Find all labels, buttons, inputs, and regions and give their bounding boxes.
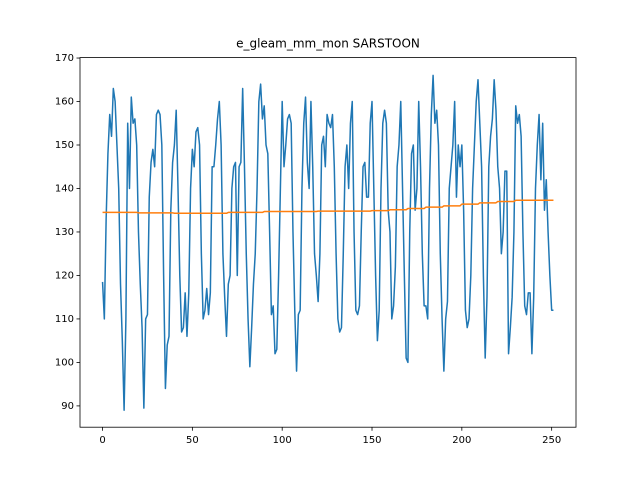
y-tick-label: 150 [55, 140, 74, 151]
plot-frame [79, 57, 577, 428]
y-tick-label: 120 [55, 270, 74, 281]
y-tick-label: 100 [55, 357, 74, 368]
y-tick-label: 90 [61, 401, 74, 412]
y-tick-label: 130 [55, 227, 74, 238]
y-tick-label: 170 [55, 53, 74, 64]
x-tick-label: 100 [273, 435, 292, 446]
y-tick-label: 160 [55, 97, 74, 108]
y-tick-label: 140 [55, 183, 74, 194]
x-tick-label: 150 [362, 435, 381, 446]
x-tick-label: 0 [99, 435, 105, 446]
x-tick-label: 250 [542, 435, 561, 446]
x-tick-label: 50 [186, 435, 199, 446]
data-line [101, 74, 554, 411]
chart-title: e_gleam_mm_mon SARSTOON [236, 37, 420, 51]
y-tick-label: 110 [55, 314, 74, 325]
data-line [102, 199, 554, 215]
x-tick-label: 200 [452, 435, 471, 446]
